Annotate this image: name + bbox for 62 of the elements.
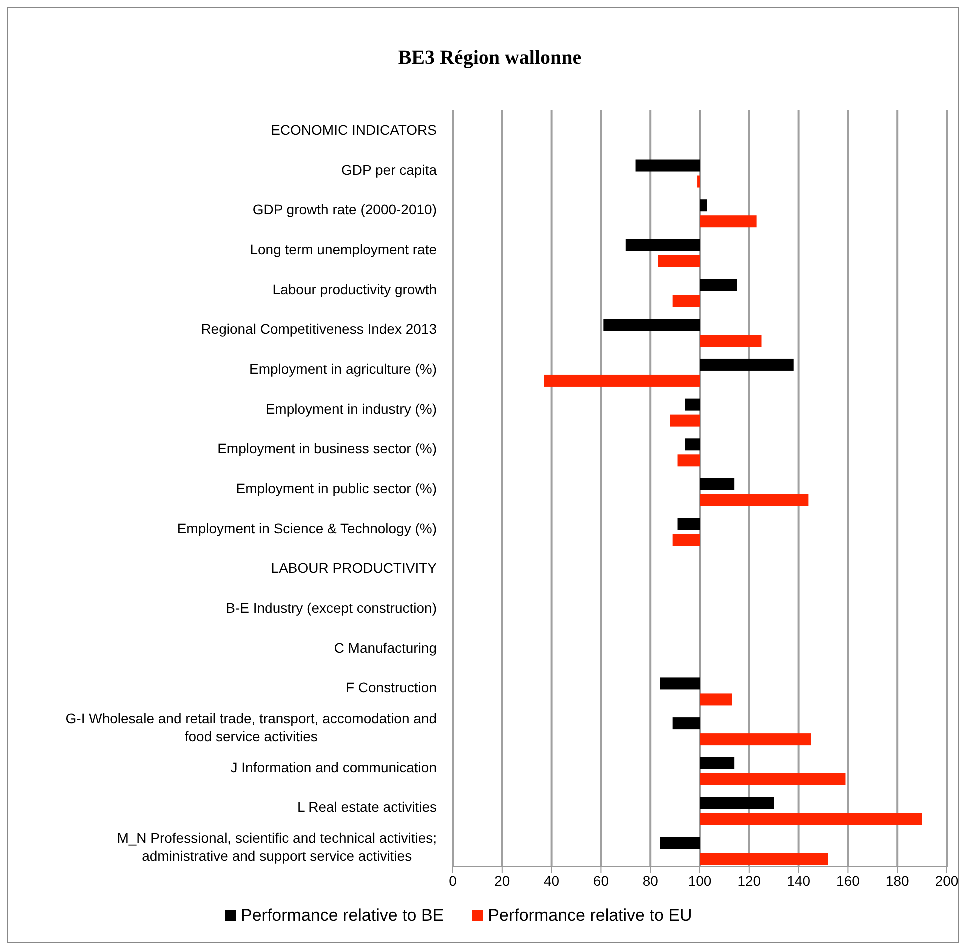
x-tick-label: 160 — [836, 872, 860, 889]
x-tick-label: 120 — [738, 872, 762, 889]
bar — [700, 797, 774, 810]
legend-label: Performance relative to EU — [488, 906, 692, 925]
bar — [700, 279, 738, 292]
bar — [700, 757, 735, 770]
y-tick-label: Employment in business sector (%) — [218, 440, 437, 457]
x-tick-label: 0 — [449, 872, 458, 889]
y-tick-label: G-I Wholesale and retail trade, transport, accomodation and food service activities — [66, 710, 437, 745]
y-tick-label: Employment in public sector (%) — [236, 480, 437, 496]
x-tick-label: 140 — [787, 872, 811, 889]
bar — [700, 734, 812, 746]
y-tick-label: B-E Industry (except construction) — [226, 600, 437, 616]
x-tick-label: 20 — [494, 872, 510, 889]
y-tick-label: Regional Competitiveness Index 2013 — [201, 321, 438, 338]
bar — [660, 678, 700, 690]
x-tick-label: 40 — [544, 872, 560, 889]
y-tick-label: Employment in agriculture (%) — [249, 360, 437, 377]
y-tick-label: Long term unemployment rate — [250, 241, 438, 258]
y-tick-label: J Information and communication — [230, 759, 437, 776]
bar — [672, 534, 700, 546]
y-tick-label: LABOUR PRODUCTIVITY — [271, 560, 438, 576]
legend-label: Performance relative to BE — [241, 906, 444, 925]
y-tick-label: F Construction — [346, 680, 437, 696]
bar — [658, 255, 700, 268]
bar — [685, 398, 700, 411]
y-tick-label: Employment in Science & Technology (%) — [177, 520, 437, 536]
bar — [636, 160, 700, 172]
bar — [626, 239, 700, 252]
x-tick-label: 200 — [935, 872, 959, 889]
y-tick-label: L Real estate activities — [297, 799, 437, 816]
bar — [685, 438, 700, 451]
y-tick-label: GDP per capita — [342, 162, 438, 178]
bar — [672, 718, 700, 730]
y-tick-label: C Manufacturing — [334, 640, 437, 656]
y-tick-label: Labour productivity growth — [272, 281, 437, 298]
bar — [670, 414, 700, 427]
chart-title: BE3 Région wallonne — [398, 47, 582, 69]
bar — [660, 837, 700, 850]
bar — [700, 478, 735, 490]
bar — [700, 773, 846, 786]
bar — [700, 853, 828, 866]
y-tick-label: ECONOMIC INDICATORS — [271, 122, 437, 138]
y-tick-label: Employment in industry (%) — [266, 400, 437, 417]
x-tick-label: 180 — [886, 872, 910, 889]
bar — [700, 813, 922, 826]
bar — [604, 319, 700, 332]
x-tick-label: 100 — [688, 872, 712, 889]
bar — [700, 694, 732, 706]
y-tick-label: GDP growth rate (2000-2010) — [252, 202, 437, 218]
bar — [672, 295, 700, 308]
bar — [700, 358, 794, 371]
bar — [700, 216, 757, 228]
bar — [700, 335, 762, 348]
bar — [700, 200, 708, 212]
x-tick-label: 80 — [642, 872, 659, 889]
bar — [678, 454, 700, 467]
bar — [700, 494, 809, 506]
y-tick-label: M_N Professional, scientific and technical activities; administrative and support service activities — [117, 830, 437, 864]
bar — [544, 374, 700, 387]
x-tick-label: 60 — [593, 872, 610, 889]
bar — [678, 518, 700, 530]
